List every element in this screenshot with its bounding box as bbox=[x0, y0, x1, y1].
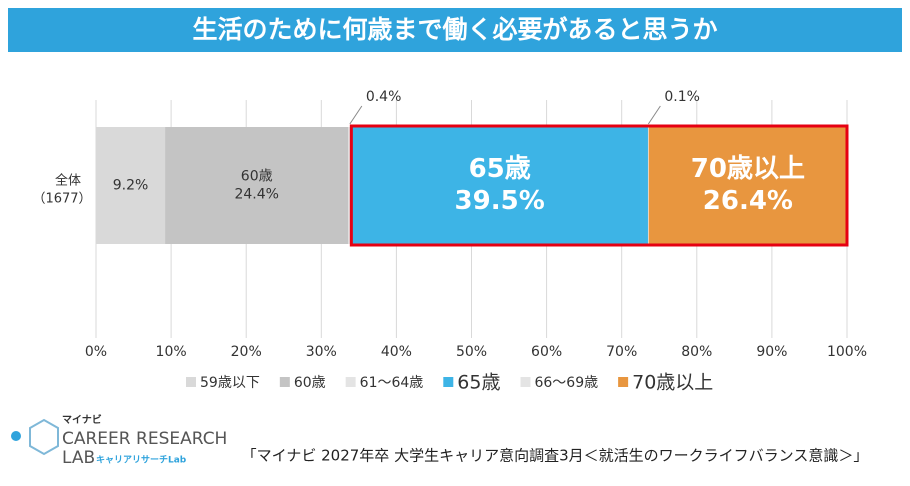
x-tick-label: 0% bbox=[85, 344, 107, 360]
segment-name: 65歳 bbox=[469, 154, 531, 184]
data-label: 24.4% bbox=[234, 187, 278, 203]
highlight-frame bbox=[349, 124, 849, 247]
bar-segment bbox=[348, 127, 352, 244]
legend-label: 59歳以下 bbox=[200, 375, 260, 391]
legend-label: 61〜64歳 bbox=[360, 375, 424, 391]
segment-name: 70歳以上 bbox=[691, 154, 805, 184]
leader-line bbox=[349, 105, 363, 125]
bar-segment bbox=[647, 127, 649, 244]
data-label: 39.5% bbox=[455, 186, 545, 216]
logo: マイナビ CAREER RESEARCH LAB キャリアリサーチLab bbox=[11, 413, 227, 468]
source: 「マイナビ 2027年卒 大学生キャリア意向調査3月＜就活生のワークライフバラン… bbox=[242, 447, 869, 465]
x-tick-label: 90% bbox=[756, 344, 787, 360]
legend-label: 66〜69歳 bbox=[534, 375, 598, 391]
legend-label: 60歳 bbox=[294, 375, 326, 391]
x-tick-label: 40% bbox=[381, 344, 412, 360]
legend-swatch bbox=[279, 377, 290, 387]
legend-swatch bbox=[186, 377, 196, 387]
data-label: 0.4% bbox=[366, 89, 402, 105]
bar-segment bbox=[96, 127, 166, 244]
x-tick-label: 100% bbox=[827, 344, 867, 360]
logo-icon bbox=[29, 418, 59, 456]
logo-brand: マイナビ bbox=[62, 413, 102, 426]
segment-name: 60歳 bbox=[241, 169, 273, 185]
leader-line bbox=[647, 105, 661, 125]
x-tick-label: 30% bbox=[306, 344, 337, 360]
chart-title: 生活のために何歳まで働く必要があると思うか bbox=[192, 15, 717, 44]
bar-segment bbox=[351, 127, 648, 244]
logo-line1: CAREER RESEARCH bbox=[62, 429, 227, 449]
sample-size: （1677） bbox=[32, 192, 91, 207]
legend-swatch bbox=[345, 377, 356, 387]
x-tick-label: 10% bbox=[156, 344, 187, 360]
x-tick-label: 60% bbox=[531, 344, 562, 360]
legend-swatch bbox=[520, 377, 531, 387]
legend-swatch bbox=[618, 377, 629, 387]
data-label: 0.1% bbox=[664, 89, 700, 105]
x-tick-label: 70% bbox=[606, 344, 637, 360]
category-label: 全体 bbox=[55, 173, 81, 189]
title-banner bbox=[8, 8, 902, 52]
x-tick-label: 20% bbox=[231, 344, 262, 360]
legend-label: 65歳 bbox=[457, 372, 500, 394]
logo-line2: LAB bbox=[62, 448, 95, 468]
logo-dot bbox=[11, 431, 21, 441]
data-label: 9.2% bbox=[113, 178, 149, 194]
bar-segment bbox=[648, 127, 847, 244]
x-tick-label: 80% bbox=[681, 344, 712, 360]
data-label: 26.4% bbox=[703, 186, 793, 216]
x-tick-label: 50% bbox=[456, 344, 487, 360]
legend-swatch bbox=[443, 377, 454, 387]
logo-sub: キャリアリサーチLab bbox=[96, 455, 187, 466]
bar-segment bbox=[165, 127, 349, 244]
legend-label: 70歳以上 bbox=[632, 372, 713, 394]
